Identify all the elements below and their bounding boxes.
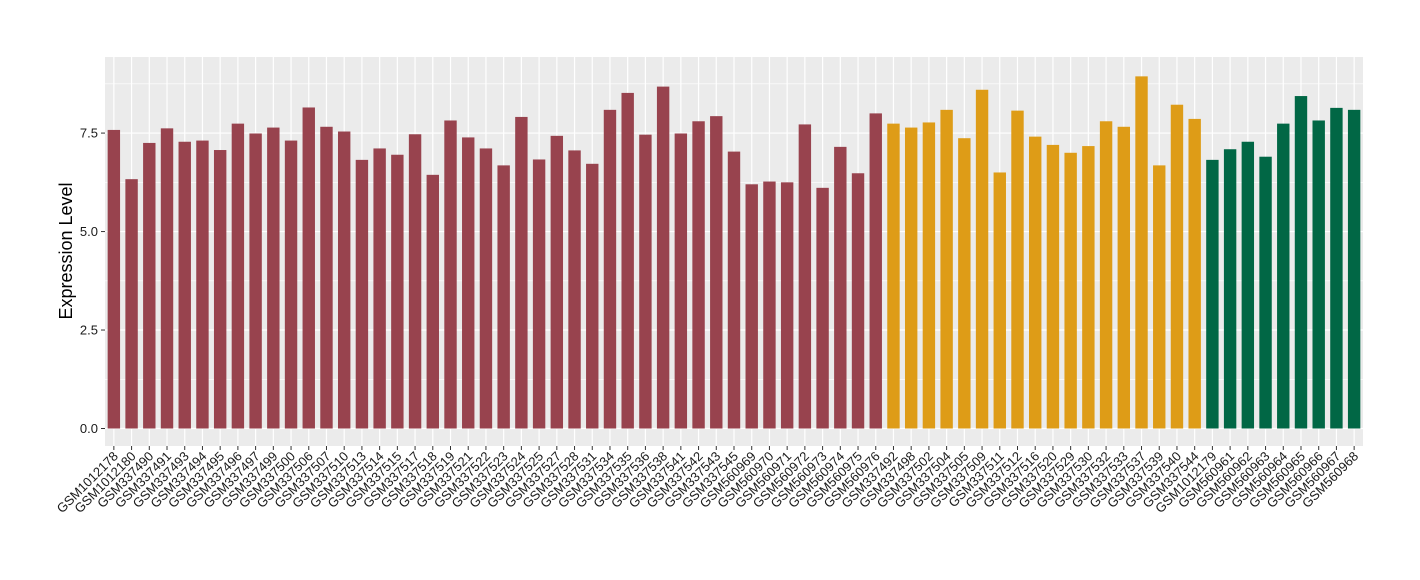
bar-GSM337512: [1011, 110, 1024, 429]
bar-GSM337534: [603, 109, 617, 429]
bar-GSM337529: [1064, 152, 1077, 429]
bar-GSM337542: [692, 121, 705, 429]
bar-GSM560964: [1277, 123, 1290, 429]
bar-GSM337502: [922, 122, 936, 429]
bar-GSM560967: [1330, 107, 1343, 429]
bar-GSM337497: [249, 133, 262, 429]
bar-GSM337527: [550, 135, 564, 429]
bar-GSM337521: [462, 137, 475, 429]
bar-GSM337545: [727, 151, 741, 429]
bar-GSM337494: [196, 140, 209, 429]
bar-GSM337539: [1153, 165, 1166, 429]
y-tick-label: 5.0: [80, 224, 98, 239]
bar-GSM560975: [851, 173, 865, 429]
bar-GSM337531: [586, 163, 599, 429]
bar-GSM560965: [1294, 96, 1308, 429]
bar-GSM337517: [408, 134, 422, 429]
bar-GSM337514: [373, 148, 386, 429]
bar-GSM1012180: [125, 179, 138, 429]
bar-GSM337510: [337, 131, 351, 429]
bar-GSM337537: [1135, 76, 1148, 429]
bar-GSM337522: [479, 148, 493, 429]
bar-GSM560973: [816, 187, 829, 429]
bar-GSM560972: [798, 124, 812, 429]
bar-GSM337492: [887, 123, 900, 429]
bar-GSM337536: [639, 134, 652, 429]
bar-GSM337524: [515, 116, 528, 429]
bar-GSM337504: [940, 109, 953, 429]
bars: [107, 76, 1361, 429]
bar-GSM337543: [710, 116, 723, 429]
bar-GSM337530: [1082, 146, 1095, 429]
bar-GSM560961: [1223, 149, 1237, 429]
bar-GSM337506: [302, 107, 315, 429]
bar-GSM337518: [426, 174, 439, 429]
bar-GSM1012178: [107, 129, 121, 429]
bar-GSM337538: [656, 86, 670, 429]
bar-GSM560962: [1241, 141, 1255, 429]
y-axis-title: Expression Level: [56, 182, 76, 319]
y-tick-label: 2.5: [80, 323, 98, 338]
bar-GSM337532: [1099, 121, 1113, 429]
bar-GSM560966: [1312, 120, 1325, 429]
bar-GSM337491: [160, 128, 174, 429]
bar-GSM337540: [1170, 104, 1184, 429]
y-tick-label: 7.5: [80, 126, 98, 141]
bar-GSM337535: [621, 92, 634, 429]
bar-GSM337495: [213, 150, 227, 429]
bar-GSM337541: [674, 133, 688, 429]
bar-GSM337528: [568, 150, 581, 429]
bar-GSM337507: [320, 126, 333, 429]
bar-GSM560974: [834, 146, 847, 429]
bar-GSM337509: [975, 89, 989, 429]
bar-GSM337515: [391, 154, 404, 429]
bar-GSM337493: [178, 141, 191, 429]
x-axis-ticks: GSM1012178GSM1012180GSM337490GSM337491GS…: [54, 446, 1361, 516]
bar-GSM337500: [284, 140, 298, 429]
bar-GSM560969: [745, 184, 758, 429]
bar-GSM560963: [1259, 156, 1272, 429]
bar-GSM337496: [231, 123, 245, 429]
bar-GSM560971: [780, 182, 794, 429]
bar-GSM337520: [1046, 144, 1060, 429]
bar-GSM337519: [444, 120, 457, 429]
bar-GSM337499: [267, 127, 280, 429]
bar-GSM337525: [532, 159, 546, 429]
bar-GSM1012179: [1206, 159, 1219, 429]
bar-GSM337544: [1188, 118, 1201, 429]
bar-GSM337505: [958, 138, 971, 429]
bar-GSM337490: [143, 142, 156, 429]
bar-GSM560970: [763, 181, 776, 429]
bar-GSM337498: [904, 127, 918, 429]
bar-GSM337533: [1117, 126, 1131, 429]
y-axis-ticks: 0.0 2.5 5.0 7.5: [80, 126, 105, 436]
bar-GSM560968: [1347, 109, 1361, 429]
bar-GSM337513: [355, 159, 369, 429]
bar-GSM560976: [869, 113, 882, 429]
bar-GSM337516: [1029, 136, 1042, 429]
y-tick-label: 0.0: [80, 421, 98, 436]
bar-GSM337523: [497, 165, 510, 429]
bar-GSM337511: [993, 172, 1006, 429]
